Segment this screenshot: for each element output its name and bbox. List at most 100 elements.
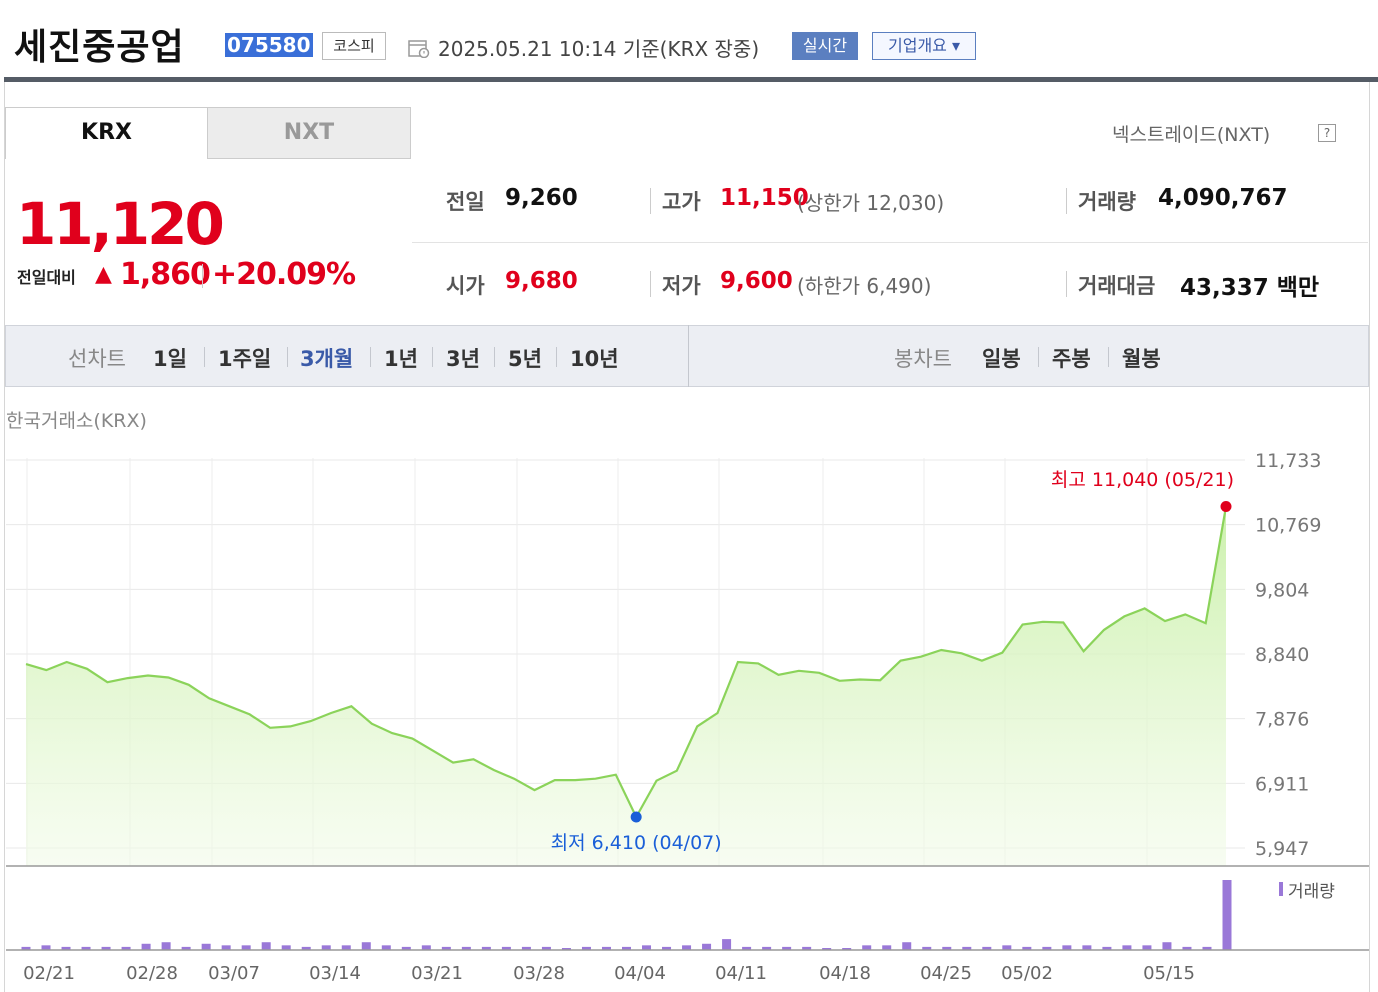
volume-bar (1102, 946, 1112, 950)
line-chart-label: 선차트 (68, 347, 126, 371)
volume-bar (1142, 945, 1152, 950)
volume-bar (682, 945, 692, 950)
calendar-icon (408, 40, 430, 58)
volume-bar (481, 946, 491, 950)
trade-value: 43,337 백만 (1180, 275, 1320, 301)
period-3y[interactable]: 3년 (446, 347, 480, 371)
volume-bar (842, 948, 852, 950)
divider (688, 325, 689, 387)
period-5y[interactable]: 5년 (508, 347, 542, 371)
high-point-marker (1220, 500, 1232, 512)
low-value: 9,600 (720, 268, 793, 294)
volume-bar (722, 939, 732, 950)
volume-bar (21, 946, 31, 950)
y-tick-label: 7,876 (1255, 709, 1309, 731)
x-tick-label: 04/18 (819, 963, 871, 984)
volume-bar (341, 945, 351, 950)
volume-bar (321, 945, 331, 950)
candle-chart-label: 봉차트 (894, 347, 952, 371)
tab-krx[interactable]: KRX (5, 107, 207, 159)
x-tick-label: 02/21 (23, 963, 75, 984)
x-tick-label: 03/21 (411, 963, 463, 984)
volume-bar (982, 946, 992, 950)
y-tick-label: 5,947 (1255, 838, 1309, 860)
change-label: 전일대비 (17, 268, 76, 287)
period-3m[interactable]: 3개월 (300, 347, 354, 371)
period-1y[interactable]: 1년 (384, 347, 418, 371)
low-point-label: 최저 6,410 (04/07) (551, 832, 722, 854)
volume-legend-label: 거래량 (1288, 882, 1335, 902)
volume-bar (101, 946, 111, 950)
y-tick-label: 11,733 (1255, 450, 1321, 472)
volume-bar (161, 942, 171, 950)
prev-close-value: 9,260 (505, 185, 578, 211)
period-10y[interactable]: 10년 (570, 347, 619, 371)
volume-bar (1062, 945, 1072, 950)
divider (287, 347, 288, 367)
volume-bar (381, 945, 391, 950)
divider (1066, 188, 1067, 214)
volume-bar (441, 946, 451, 950)
price-change-percent: +20.09% (212, 257, 356, 292)
volume-bar (281, 945, 291, 950)
volume-bar (421, 945, 431, 950)
nxt-link[interactable]: 넥스트레이드(NXT) (1112, 124, 1271, 146)
volume-bar (862, 945, 872, 950)
high-point-label: 최고 11,040 (05/21) (1051, 469, 1234, 491)
quote-datetime: 2025.05.21 10:14 기준(KRX 장중) (438, 37, 760, 61)
volume-bar (622, 946, 631, 950)
trade-value-label: 거래대금 (1078, 274, 1156, 298)
lower-limit: (하한가 6,490) (797, 274, 932, 298)
volume-bar (822, 948, 832, 950)
volume-bar (1042, 946, 1052, 950)
volume-bar (762, 946, 772, 950)
x-tick-label: 03/28 (513, 963, 565, 984)
help-icon[interactable]: ? (1318, 124, 1336, 142)
volume-bar (1162, 942, 1172, 950)
volume-bar (1022, 946, 1032, 950)
page-header: 세진중공업 075580 코스피 2025.05.21 10:14 기준(KRX… (0, 0, 1378, 82)
high-label: 고가 (662, 190, 701, 214)
price-change: 1,860 (120, 257, 211, 292)
volume-bar (401, 946, 411, 950)
x-tick-label: 04/25 (920, 963, 972, 984)
volume-bar (361, 942, 371, 950)
stock-code: 075580 (225, 33, 313, 57)
volume-bar (41, 945, 51, 950)
volume-bar (922, 946, 932, 950)
volume-bar (181, 946, 191, 950)
volume-bar (541, 946, 551, 950)
stock-name: 세진중공업 (14, 27, 185, 68)
tab-nxt[interactable]: NXT (207, 107, 411, 159)
volume-bar (782, 946, 792, 950)
divider (1066, 271, 1067, 297)
volume-bar (501, 946, 511, 950)
y-tick-label: 10,769 (1255, 515, 1321, 537)
open-value: 9,680 (505, 268, 578, 294)
realtime-button[interactable]: 실시간 (792, 32, 858, 60)
volume-bar (61, 946, 71, 950)
company-overview-dropdown[interactable]: 기업개요 ▾ (872, 32, 976, 60)
divider (204, 347, 205, 367)
period-1d[interactable]: 1일 (153, 347, 187, 371)
volume-bar (642, 945, 652, 950)
up-arrow-icon: ▲ (95, 262, 112, 287)
divider (650, 271, 651, 297)
current-price: 11,120 (16, 190, 225, 258)
volume-label: 거래량 (1078, 190, 1136, 214)
candle-monthly[interactable]: 월봉 (1122, 347, 1161, 371)
volume-bar (662, 946, 672, 950)
divider (494, 347, 495, 367)
x-tick-label: 03/07 (208, 963, 260, 984)
candle-weekly[interactable]: 주봉 (1052, 347, 1091, 371)
period-1w[interactable]: 1주일 (218, 347, 272, 371)
volume-bar (1202, 946, 1212, 950)
high-value: 11,150 (720, 185, 809, 211)
volume-bar (561, 948, 571, 950)
volume-bar (742, 946, 752, 950)
candle-daily[interactable]: 일봉 (982, 347, 1021, 371)
volume-bar (902, 942, 912, 950)
volume-bar (942, 946, 952, 950)
quote-panel (4, 82, 1370, 992)
